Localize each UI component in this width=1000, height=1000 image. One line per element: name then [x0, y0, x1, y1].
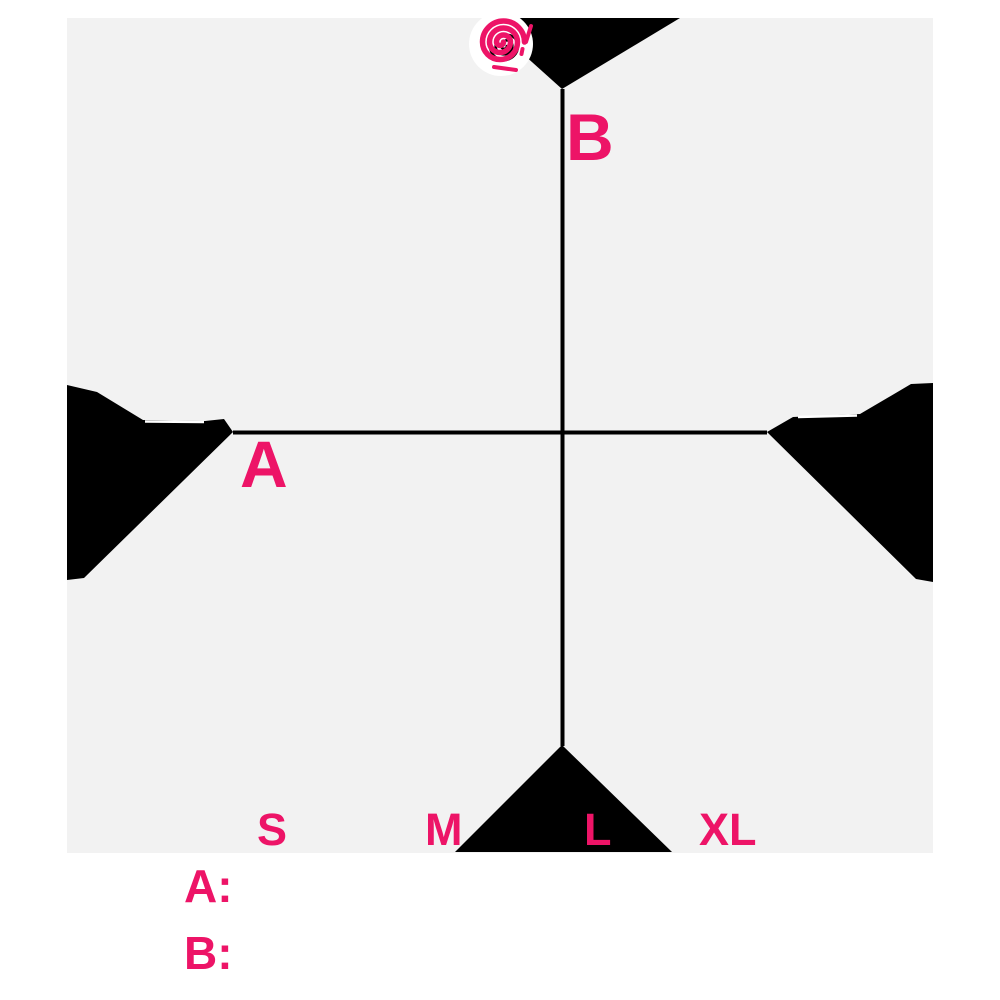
- doodle-dot-icon: [519, 47, 525, 56]
- size-option-s: S: [257, 804, 287, 855]
- legend-width-label: A:: [184, 860, 233, 912]
- doodle-dash-icon: [524, 24, 533, 44]
- spiral-pink-icon: [479, 18, 528, 63]
- size-option-xl: XL: [699, 804, 757, 855]
- size-option-l: L: [584, 804, 612, 855]
- size-option-m: M: [425, 804, 463, 855]
- width-label-a: A: [240, 427, 288, 501]
- left-arrowhead-highlight: [144, 420, 205, 424]
- right-arrowhead: [767, 383, 933, 582]
- left-arrowhead: [67, 385, 233, 580]
- length-label-b: B: [566, 100, 614, 174]
- spiral-doodle-icon: [469, 12, 533, 76]
- bottom-arrowhead: [455, 745, 672, 852]
- right-arrowhead-highlight: [797, 414, 858, 419]
- doodle-underline-icon: [492, 65, 518, 72]
- legend-length-label: B:: [184, 927, 233, 979]
- top-arrowhead: [483, 18, 680, 89]
